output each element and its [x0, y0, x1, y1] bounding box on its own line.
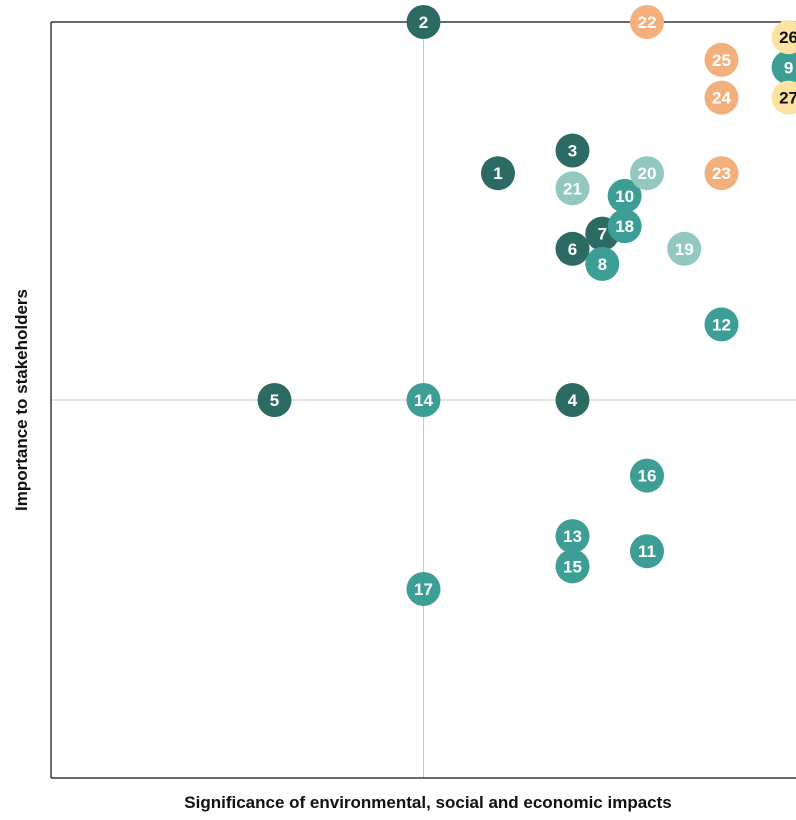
data-point-label: 11 [638, 542, 656, 561]
data-point-label: 1 [493, 164, 502, 183]
data-point-label: 6 [568, 240, 577, 259]
data-point: 26 [771, 20, 796, 55]
data-point-label: 26 [779, 28, 796, 47]
data-point-label: 23 [712, 164, 731, 183]
data-point-label: 7 [598, 225, 607, 244]
data-point: 2 [406, 5, 441, 39]
data-point: 8 [585, 246, 620, 281]
data-point: 10 [607, 178, 642, 213]
data-point: 15 [555, 549, 590, 584]
data-point: 23 [704, 156, 739, 191]
data-point-marker [481, 156, 515, 191]
data-point: 4 [555, 383, 590, 417]
data-point: 24 [704, 80, 739, 115]
data-point-marker [704, 156, 739, 191]
data-point-label: 19 [675, 240, 694, 259]
data-point-marker [257, 383, 292, 417]
data-point-label: 12 [712, 315, 731, 334]
data-point: 11 [630, 534, 664, 569]
data-point-marker [406, 572, 441, 606]
data-point-label: 15 [563, 557, 582, 576]
data-point-label: 16 [638, 467, 657, 486]
data-point-marker [771, 80, 796, 115]
data-point-label: 8 [598, 255, 607, 274]
y-axis-title: Importance to stakeholders [12, 289, 31, 511]
data-point: 27 [771, 80, 796, 115]
data-point-marker [630, 156, 664, 191]
data-point-marker [555, 133, 590, 168]
data-point: 13 [555, 519, 590, 554]
data-point-marker [406, 383, 441, 417]
data-point-marker [704, 307, 739, 342]
data-point-label: 18 [615, 217, 634, 236]
data-point-marker [667, 231, 702, 266]
data-point: 21 [555, 171, 590, 206]
data-point-label: 2 [419, 13, 428, 32]
data-point: 6 [555, 231, 590, 266]
data-point: 25 [704, 42, 739, 77]
data-point-marker [607, 209, 642, 244]
data-point: 12 [704, 307, 739, 342]
data-point-label: 9 [784, 58, 793, 77]
data-point-label: 13 [563, 527, 582, 546]
data-point-label: 22 [638, 13, 657, 32]
data-point-marker [406, 5, 441, 39]
data-point-marker [585, 246, 620, 281]
data-point-label: 25 [712, 51, 731, 70]
data-point-marker [630, 458, 664, 493]
data-point-marker [630, 534, 664, 569]
data-point-marker [630, 5, 664, 39]
data-point-label: 21 [563, 179, 582, 198]
x-axis-title: Significance of environmental, social an… [184, 793, 671, 812]
data-point: 18 [607, 209, 642, 244]
data-point: 20 [630, 156, 664, 191]
data-point-label: 27 [779, 89, 796, 108]
data-point-marker [555, 171, 590, 206]
data-point: 5 [257, 383, 292, 417]
data-point: 16 [630, 458, 664, 493]
data-point-marker [555, 231, 590, 266]
data-point-marker [771, 20, 796, 55]
data-point-marker [704, 42, 739, 77]
data-points: 1234567891011121314151617181920212223242… [257, 5, 796, 606]
data-point: 17 [406, 572, 441, 606]
data-point-marker [555, 549, 590, 584]
data-point: 19 [667, 231, 702, 266]
data-point-label: 24 [712, 89, 731, 108]
data-point: 9 [771, 50, 796, 85]
data-point-label: 3 [568, 142, 577, 161]
data-point-marker [555, 383, 590, 417]
data-point-label: 5 [270, 391, 279, 410]
data-point-marker [555, 519, 590, 554]
data-point-label: 4 [568, 391, 578, 410]
data-point-label: 10 [615, 187, 634, 206]
data-point-marker [607, 178, 642, 213]
data-point-label: 14 [414, 391, 433, 410]
data-point: 14 [406, 383, 441, 417]
data-point-label: 17 [414, 580, 433, 599]
data-point-marker [704, 80, 739, 115]
data-point: 22 [630, 5, 664, 39]
data-point-label: 20 [638, 164, 657, 183]
data-point: 3 [555, 133, 590, 168]
data-point-marker [771, 50, 796, 85]
data-point: 1 [481, 156, 515, 191]
